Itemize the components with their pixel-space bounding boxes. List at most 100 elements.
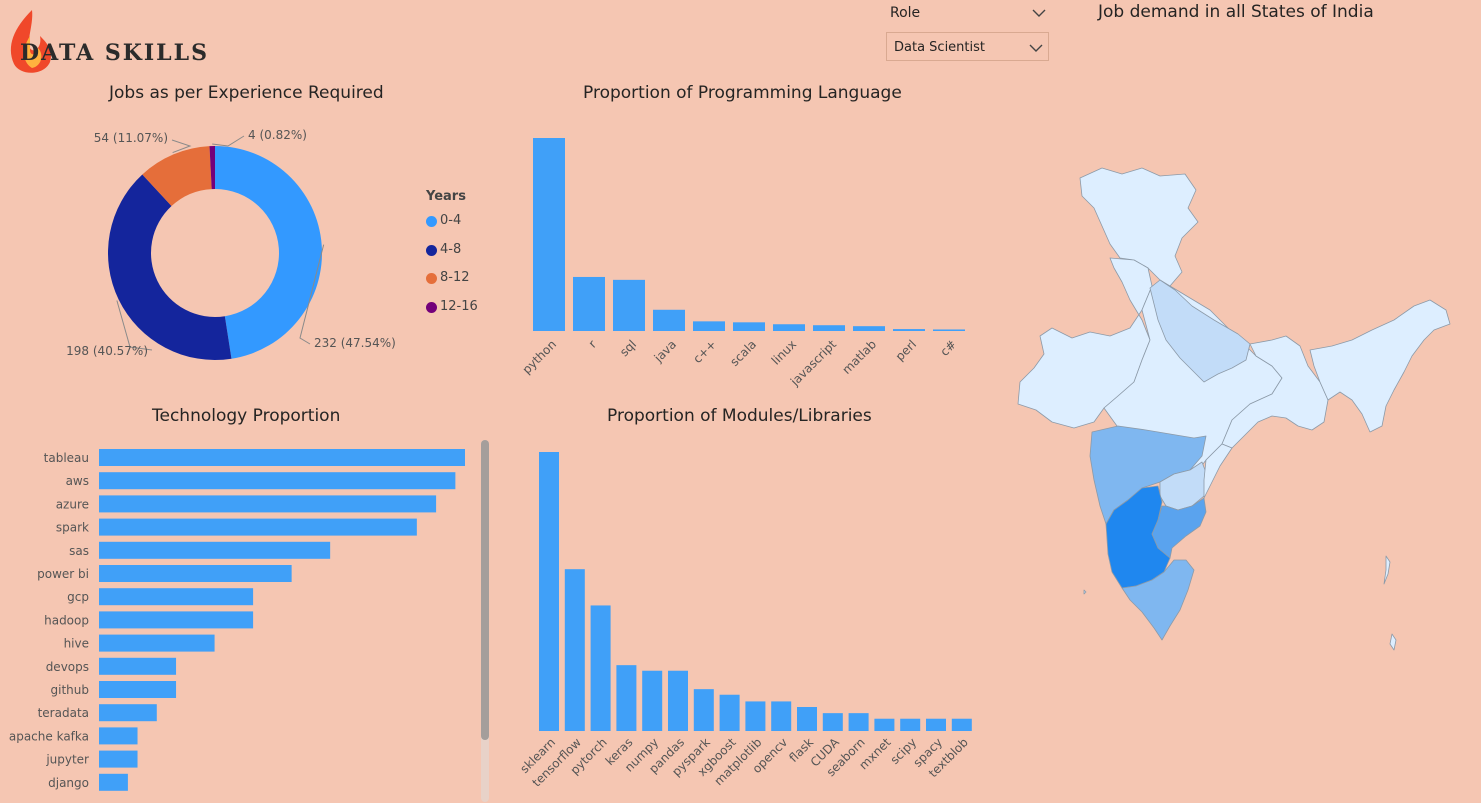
bar-seaborn[interactable]: [848, 713, 869, 731]
technology-scrollbar[interactable]: [481, 440, 489, 802]
bar-opencv[interactable]: [771, 701, 792, 731]
bar-tableau[interactable]: [99, 449, 465, 466]
logo-text: DATA SKILLS: [20, 40, 209, 66]
map-region-north[interactable]: [1079, 167, 1199, 287]
bar-python[interactable]: [533, 138, 565, 331]
map-region-northeast[interactable]: [1309, 299, 1451, 433]
bar-r[interactable]: [573, 276, 605, 331]
technology-chart-title: Technology Proportion: [152, 406, 341, 426]
bar-gcp[interactable]: [99, 588, 254, 606]
bar-devops[interactable]: [99, 657, 177, 675]
bar-matlab[interactable]: [853, 326, 885, 331]
legend-item-8-12[interactable]: 8-12: [426, 270, 478, 299]
tick-label-perl: perl: [893, 337, 919, 363]
tick-label-power-bi: power bi: [37, 567, 89, 581]
bar-github[interactable]: [99, 681, 177, 698]
map-region-northwest[interactable]: [1017, 257, 1153, 429]
tick-label-azure: azure: [56, 497, 89, 511]
bar-c#[interactable]: [933, 329, 965, 331]
tick-label-matlab: matlab: [839, 337, 879, 377]
bar-flask[interactable]: [797, 707, 817, 731]
bar-tensorflow[interactable]: [564, 569, 585, 731]
map-region-southeast[interactable]: [1203, 443, 1233, 499]
bar-teradata[interactable]: [99, 704, 157, 722]
bar-sql[interactable]: [613, 279, 645, 331]
legend-item-4-8[interactable]: 4-8: [426, 242, 478, 271]
bar-scipy[interactable]: [900, 718, 921, 731]
map-region-tamil-nadu[interactable]: [1121, 559, 1195, 641]
tick-label-apache-kafka: apache kafka: [9, 729, 89, 743]
technology-bar-chart[interactable]: tableau aws azure spark sas power bi gcp hadoop…: [0, 440, 480, 800]
map-region-uttar-pradesh[interactable]: [1149, 279, 1251, 383]
role-dropdown[interactable]: Data Scientist: [886, 32, 1049, 61]
bar-mxnet[interactable]: [874, 718, 895, 731]
donut-callout-line: [116, 300, 153, 351]
india-map[interactable]: [1010, 160, 1460, 665]
bar-hadoop[interactable]: [99, 611, 254, 629]
tick-label-jupyter: jupyter: [45, 753, 89, 767]
tick-label-sql: sql: [617, 337, 639, 359]
bar-apache-kafka[interactable]: [99, 727, 138, 745]
tick-label-python: python: [520, 337, 560, 377]
donut-data-label: 198 (40.57%): [66, 344, 148, 358]
tick-label-spark: spark: [56, 521, 89, 535]
tick-label-hadoop: hadoop: [44, 613, 89, 627]
bar-pandas[interactable]: [668, 670, 688, 731]
legend-title: Years: [426, 189, 466, 204]
bar-spark[interactable]: [99, 518, 417, 536]
bar-scala[interactable]: [733, 322, 765, 331]
donut-callout-line: [212, 135, 245, 147]
bar-linux[interactable]: [773, 324, 805, 331]
donut-data-label: 54 (11.07%): [94, 131, 168, 145]
bar-jupyter[interactable]: [99, 750, 138, 768]
chevron-down-icon[interactable]: [1032, 8, 1046, 18]
bar-pytorch[interactable]: [590, 605, 611, 731]
donut-slice-0-4[interactable]: [215, 146, 322, 359]
bar-perl[interactable]: [893, 329, 925, 331]
bar-matplotlib[interactable]: [745, 701, 766, 731]
bar-spacy[interactable]: [926, 718, 946, 731]
bar-hive[interactable]: [99, 634, 215, 652]
modules-chart-title: Proportion of Modules/Libraries: [607, 406, 872, 426]
donut-slice-8-12[interactable]: [142, 146, 212, 207]
legend-item-0-4[interactable]: 0-4: [426, 213, 478, 242]
scrollbar-thumb[interactable]: [481, 440, 489, 740]
legend-dot: [426, 273, 437, 284]
bar-keras[interactable]: [616, 665, 637, 731]
tick-label-hive: hive: [64, 637, 89, 651]
bar-java[interactable]: [653, 309, 685, 331]
map-region-south[interactable]: [1151, 497, 1207, 559]
bar-CUDA[interactable]: [822, 713, 843, 731]
map-region-tiny[interactable]: [1083, 589, 1087, 595]
legend-item-12-16[interactable]: 12-16: [426, 299, 478, 328]
bar-django[interactable]: [99, 773, 128, 791]
bar-power-bi[interactable]: [99, 565, 292, 582]
experience-donut-chart[interactable]: 232 (47.54%) 198 (40.57%) 54 (11.07%) 4 (0.…: [0, 110, 420, 380]
donut-slice-12-16[interactable]: [209, 146, 215, 190]
donut-data-label: 232 (47.54%): [314, 336, 396, 350]
bar-javascript[interactable]: [813, 325, 845, 331]
tick-label-github: github: [51, 683, 89, 697]
bar-pyspark[interactable]: [693, 689, 714, 731]
map-region-islands[interactable]: [1383, 555, 1397, 651]
tick-label-java: java: [651, 337, 679, 365]
chevron-down-icon: [1029, 44, 1043, 52]
donut-slice-4-8[interactable]: [108, 174, 232, 360]
bar-xgboost[interactable]: [719, 694, 740, 731]
bar-textblob[interactable]: [951, 718, 972, 731]
bar-sklearn[interactable]: [539, 452, 559, 731]
modules-bar-chart[interactable]: sklearntensorflowpytorchkerasnumpypandas…: [500, 440, 990, 803]
bar-azure[interactable]: [99, 495, 437, 513]
bar-numpy[interactable]: [642, 670, 663, 731]
legend-dot: [426, 244, 437, 256]
bar-aws[interactable]: [99, 472, 456, 490]
donut-data-label: 4 (0.82%): [248, 128, 307, 142]
tick-label-aws: aws: [66, 474, 89, 488]
map-region-east[interactable]: [1221, 335, 1329, 449]
bar-c++[interactable]: [693, 321, 725, 331]
tick-label-gcp: gcp: [67, 590, 89, 604]
flame-icon: [10, 10, 52, 73]
legend-dot: [426, 216, 437, 227]
bar-sas[interactable]: [99, 541, 331, 559]
